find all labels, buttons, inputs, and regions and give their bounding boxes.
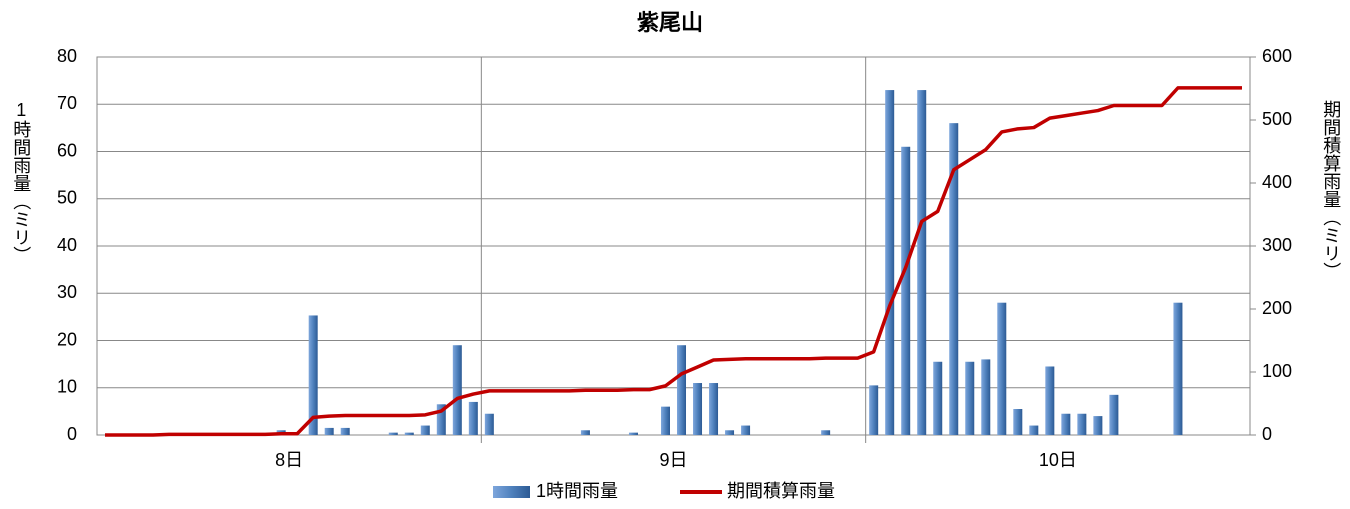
chart-title: 紫尾山 — [637, 10, 703, 35]
bar — [660, 406, 670, 435]
bar — [436, 404, 446, 435]
y2-tick-label: 100 — [1262, 361, 1292, 381]
y2-tick-label: 0 — [1262, 424, 1272, 444]
y2-tick-label: 600 — [1262, 46, 1292, 66]
y-axis-title: 1時間雨量（ミリ） — [11, 100, 31, 264]
bar — [1093, 416, 1103, 435]
bar — [1173, 302, 1183, 435]
legend-label: 1時間雨量 — [536, 481, 618, 501]
bar — [901, 146, 911, 435]
bar — [420, 425, 430, 435]
bar — [821, 430, 831, 435]
bar — [404, 432, 414, 435]
y-tick-label: 60 — [57, 140, 77, 160]
bar — [1029, 425, 1039, 435]
bar — [1013, 409, 1023, 435]
bar — [949, 123, 959, 436]
bar — [468, 401, 478, 435]
y-tick-label: 20 — [57, 329, 77, 349]
y-tick-label: 80 — [57, 46, 77, 66]
bar — [1045, 366, 1055, 435]
y2-tick-label: 200 — [1262, 298, 1292, 318]
y2-tick-label: 500 — [1262, 109, 1292, 129]
legend-label: 期間積算雨量 — [727, 481, 835, 501]
bar — [965, 361, 975, 435]
bar — [1109, 394, 1119, 435]
x-group-label: 10日 — [1039, 450, 1077, 470]
bar — [917, 90, 927, 435]
legend-swatch — [493, 486, 530, 498]
bar — [1077, 413, 1087, 435]
bar — [324, 427, 334, 435]
y-tick-label: 10 — [57, 377, 77, 397]
y2-axis-title: 期間積算雨量（ミリ） — [1321, 100, 1341, 280]
bar — [452, 345, 462, 435]
y2-tick-label: 300 — [1262, 235, 1292, 255]
y-tick-label: 30 — [57, 282, 77, 302]
bar — [677, 345, 687, 435]
bar — [628, 432, 638, 435]
x-group-label: 9日 — [659, 450, 687, 470]
bar — [885, 90, 895, 435]
bar — [388, 432, 398, 435]
bar — [741, 425, 751, 435]
y-tick-label: 70 — [57, 93, 77, 113]
bar — [580, 430, 590, 435]
bar — [869, 385, 879, 435]
bar — [308, 315, 318, 435]
y2-tick-label: 400 — [1262, 172, 1292, 192]
bar — [997, 302, 1007, 435]
y-tick-label: 0 — [67, 424, 77, 444]
line — [105, 86, 1242, 437]
x-group-label: 8日 — [275, 450, 303, 470]
y-tick-label: 50 — [57, 188, 77, 208]
bar — [725, 430, 735, 435]
bar — [1061, 413, 1071, 435]
bar — [484, 413, 494, 435]
bar — [340, 427, 350, 435]
bar — [693, 383, 703, 435]
bar — [933, 361, 943, 435]
bar — [981, 359, 991, 435]
y-tick-label: 40 — [57, 235, 77, 255]
bar — [709, 383, 719, 435]
